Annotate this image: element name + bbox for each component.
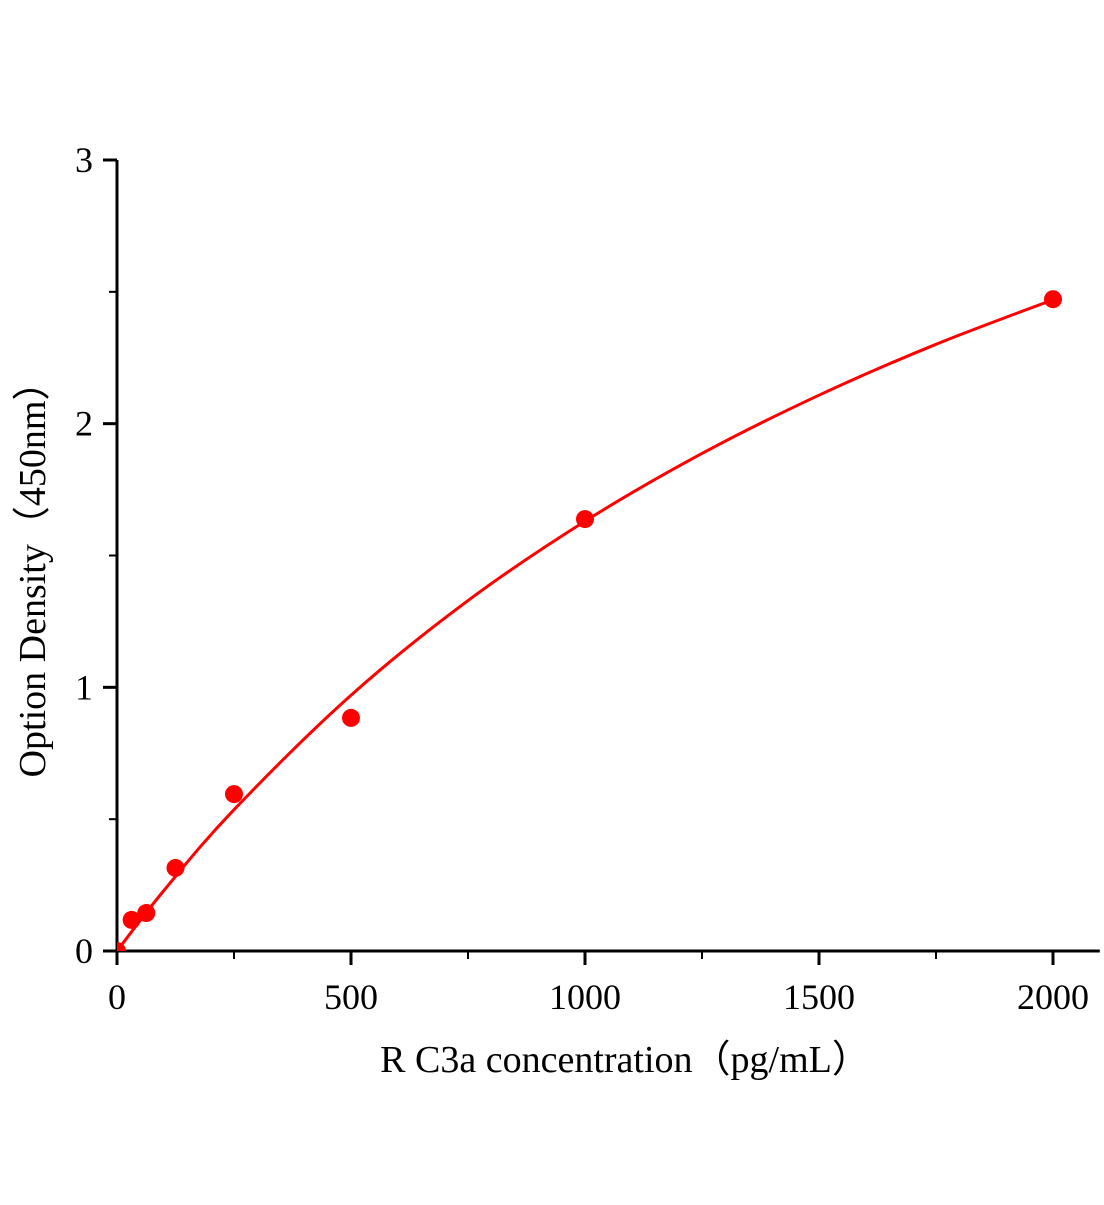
y-axis-label: Option Density（450nm） — [12, 363, 54, 778]
data-point — [1044, 290, 1062, 309]
y-tick-label: 2 — [75, 404, 93, 444]
axes: 0 500 1000 1500 2000 0 1 2 3 — [75, 140, 1100, 1017]
y-tick-label: 3 — [75, 140, 93, 180]
fit-curve-line — [117, 298, 1054, 951]
data-point — [576, 510, 594, 529]
data-point — [342, 708, 360, 727]
x-axis-label: R C3a concentration（pg/mL） — [380, 1039, 870, 1081]
data-point — [117, 942, 126, 951]
x-tick-label: 1500 — [783, 977, 855, 1017]
data-point — [225, 785, 243, 804]
fit-curve-group — [117, 298, 1054, 951]
y-tick-label: 0 — [75, 931, 93, 971]
y-tick-label: 1 — [75, 667, 93, 707]
data-points-group — [117, 290, 1062, 951]
data-point — [137, 904, 156, 923]
x-tick-label: 500 — [324, 977, 378, 1017]
x-tick-label: 1000 — [549, 977, 621, 1017]
x-tick-label: 0 — [108, 977, 126, 1017]
data-point — [122, 910, 141, 929]
x-tick-label: 2000 — [1017, 977, 1089, 1017]
data-point — [166, 858, 185, 877]
